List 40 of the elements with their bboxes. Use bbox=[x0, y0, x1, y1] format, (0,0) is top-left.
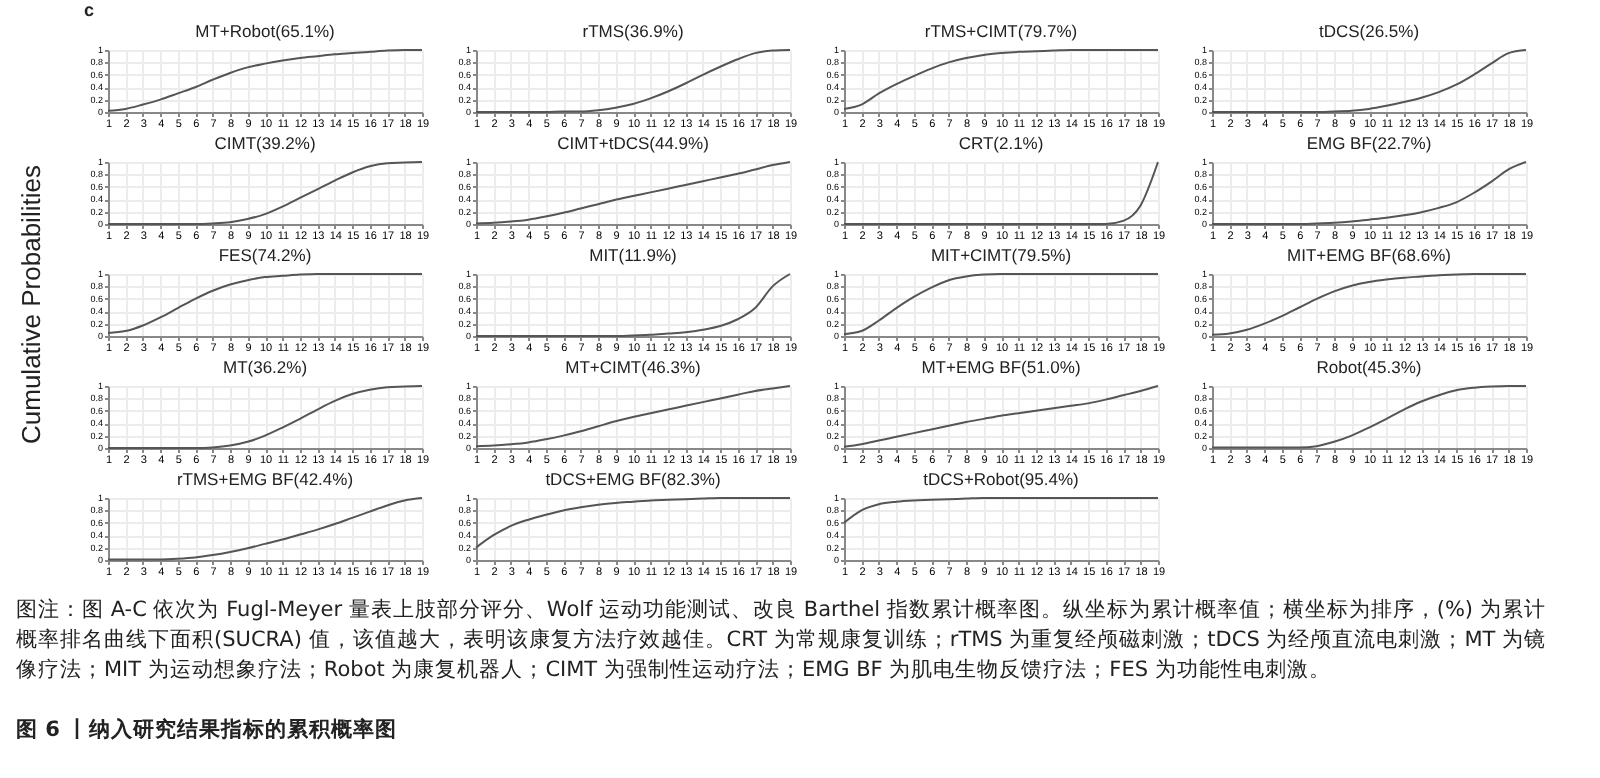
chart-title: tDCS+EMG BF(82.3%) bbox=[545, 469, 721, 489]
chart-title: MIT(11.9%) bbox=[589, 245, 678, 265]
chart-title: MIT+EMG BF(68.6%) bbox=[1287, 245, 1452, 265]
line-series bbox=[1211, 273, 1527, 336]
chart-title: MT+CIMT(46.3%) bbox=[565, 357, 702, 377]
chart-title: MT(36.2%) bbox=[222, 357, 308, 377]
line-series bbox=[107, 273, 423, 334]
text: c bbox=[84, 0, 95, 20]
line-series bbox=[475, 385, 791, 448]
chart-title: CIMT+tDCS(44.9%) bbox=[557, 133, 710, 153]
chart-title: FES(74.2%) bbox=[218, 245, 312, 265]
caption: 图 6 丨纳入研究结果指标的累积概率图 bbox=[16, 716, 398, 744]
line-series bbox=[843, 161, 1159, 225]
chart-title: MIT+CIMT(79.5%) bbox=[930, 245, 1072, 265]
line-series bbox=[475, 273, 791, 337]
chart-title: CIMT(39.2%) bbox=[214, 133, 316, 153]
line-series bbox=[107, 49, 423, 112]
line-series bbox=[843, 273, 1159, 336]
line-series bbox=[475, 49, 791, 113]
line-series bbox=[1211, 161, 1527, 225]
line-series bbox=[107, 497, 423, 561]
line-series bbox=[107, 161, 423, 225]
chart-title: rTMS+EMG BF(42.4%) bbox=[176, 469, 354, 489]
line-series bbox=[843, 49, 1159, 110]
chart-title: rTMS(36.9%) bbox=[582, 21, 684, 41]
chart-title: MT+EMG BF(51.0%) bbox=[921, 357, 1081, 377]
line-series bbox=[475, 161, 791, 225]
y-axis-title: Cumulative Probabilities bbox=[16, 165, 46, 444]
line-series bbox=[1211, 49, 1527, 113]
chart-title: Robot(45.3%) bbox=[1316, 357, 1422, 377]
chart-title: CRT(2.1%) bbox=[958, 133, 1044, 153]
chart-title: rTMS+CIMT(79.7%) bbox=[924, 21, 1078, 41]
chart-title: tDCS+Robot(95.4%) bbox=[923, 469, 1080, 489]
line-series bbox=[107, 385, 423, 449]
line-series bbox=[843, 385, 1159, 448]
chart-title: EMG BF(22.7%) bbox=[1306, 133, 1432, 153]
chart-title: tDCS(26.5%) bbox=[1318, 21, 1420, 41]
line-series bbox=[1211, 385, 1527, 449]
text: 图注：图 A-C 依次为 Fugl-Meyer 量表上肢部分评分、Wolf 运动功能测试、改良 Barthel 指数累计概率图。纵坐标为累计概率值；横坐标为排序，(%) 为累计概率排名曲线下面积(SUCRA) 值，该值越大，表明该康复方法疗效越佳。CRT 为常规康复训练；rTMS 为重复经颅磁刺激；tDCS 为经颅直流电刺激；MT 为镜像疗法；MIT 为运动想象疗法；Robot 为康复机器人；CIMT 为强制性运动疗法；EMG BF 为肌电生物反馈疗法；FES 为功能性电刺激。 bbox=[16, 596, 1549, 686]
chart-title: MT+Robot(65.1%) bbox=[195, 21, 336, 41]
